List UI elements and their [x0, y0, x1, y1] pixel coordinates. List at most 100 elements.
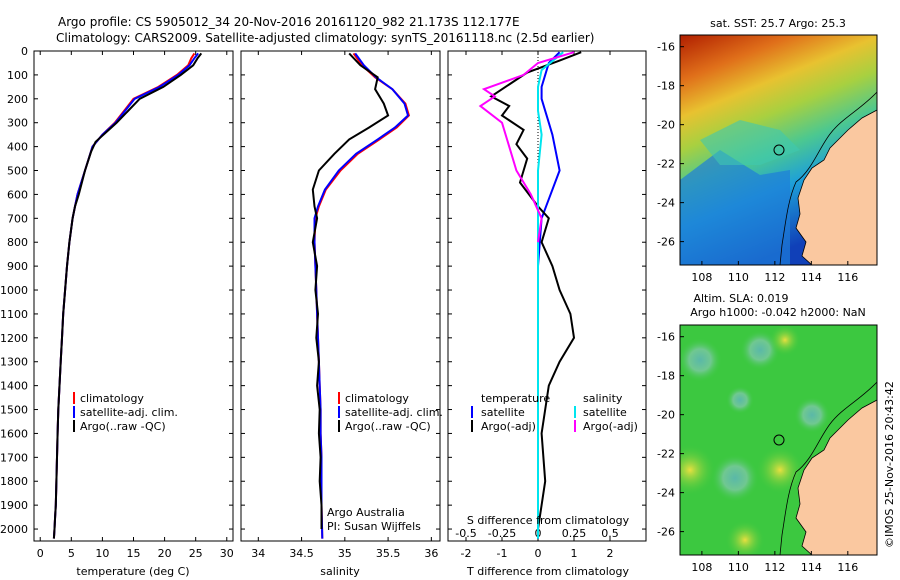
- s-tick-label: -0.25: [488, 527, 516, 540]
- sla-high-3: [725, 520, 765, 555]
- x-tick-label: 15: [127, 547, 141, 560]
- x-tick-label: 30: [220, 547, 234, 560]
- legend-satellite: satellite-adj. clim.: [80, 406, 178, 419]
- salinity-xlabel: salinity: [320, 565, 360, 578]
- sla-low-4: [794, 397, 830, 433]
- map-y-tick-label: -18: [657, 80, 675, 93]
- x-tick-label: 1: [571, 547, 578, 560]
- depth-tick-label: 800: [7, 236, 28, 249]
- map-y-tick-label: -18: [657, 370, 675, 383]
- satellite-line: [537, 51, 564, 539]
- sla-low-1: [680, 338, 722, 382]
- map-y-tick-label: -16: [657, 331, 675, 344]
- sla-low-3: [711, 454, 759, 502]
- sst-map-frame: [679, 34, 878, 266]
- depth-tick-label: 1400: [0, 380, 28, 393]
- x-tick-label: 25: [189, 547, 203, 560]
- sla-high-2: [756, 446, 804, 494]
- difference-legend: temperature salinity satellite Argo(-adj…: [471, 392, 638, 433]
- salinity-panel: [240, 50, 441, 542]
- sla-map-title: Altim. SLA: 0.019: [693, 292, 788, 305]
- x-tick-label: 0: [37, 547, 44, 560]
- map-y-tick-label: -26: [657, 236, 675, 249]
- depth-tick-label: 500: [7, 165, 28, 178]
- depth-tick-label: 1900: [0, 499, 28, 512]
- argo-raw-qc-line: [52, 52, 203, 539]
- x-tick-label: 10: [95, 547, 109, 560]
- legend-climatology: climatology: [345, 392, 409, 405]
- map-x-tick-label: 116: [837, 271, 858, 284]
- depth-tick-label: 300: [7, 117, 28, 130]
- climatology-line: [52, 52, 196, 539]
- temperature-legend: climatology satellite-adj. clim. Argo(..…: [73, 392, 178, 433]
- temperature-plot: 0 5 10 15 20 25 30: [37, 51, 234, 560]
- x-tick-label: 34.5: [289, 547, 314, 560]
- map-x-tick-label: 108: [691, 271, 712, 284]
- difference-plot: -2 -1 0 1 2-0.5 -0.25 0 0.25 0.5: [455, 51, 619, 560]
- salinity-plot: 34 34.5 35 35.5 36: [251, 51, 438, 560]
- legend-argo: Argo(..raw -QC): [80, 420, 166, 433]
- sla-map-frame: [679, 324, 878, 556]
- x-tick-label: 35.5: [376, 547, 401, 560]
- legend-climatology: climatology: [80, 392, 144, 405]
- s-diff-xlabel: S difference from climatology: [467, 514, 630, 527]
- credit-text: ©IMOS 25-Nov-2016 20:43:42: [883, 381, 896, 548]
- temperature-xlabel: temperature (deg C): [76, 565, 189, 578]
- argo-adj-line: [489, 51, 582, 530]
- depth-tick-label: 200: [7, 93, 28, 106]
- x-tick-label: 36: [424, 547, 438, 560]
- header-line-1: Argo profile: CS 5905012_34 20-Nov-2016 …: [58, 15, 520, 29]
- sla-map-axes: 108 110 112 114 116 -16 -18 -20 -22 -24 -26: [657, 331, 858, 574]
- argo-position-marker: [773, 144, 785, 156]
- salinity-legend: climatology satellite-adj. clim. Argo(..…: [327, 392, 443, 533]
- legend-t-satellite: satellite: [481, 406, 525, 419]
- depth-tick-label: 0: [21, 45, 28, 58]
- map-y-tick-label: -22: [657, 448, 675, 461]
- legend-title-salinity: salinity: [583, 392, 623, 405]
- depth-tick-label: 1800: [0, 475, 28, 488]
- annotation-argo-australia: Argo Australia: [327, 506, 405, 519]
- depth-tick-label: 2000: [0, 523, 28, 536]
- legend-t-argo: Argo(-adj): [481, 420, 536, 433]
- map-x-tick-label: 112: [764, 271, 785, 284]
- depth-tick-label: 600: [7, 188, 28, 201]
- depth-axis: 0 100 200 300 400 500 600 700 800 900 1000 1100 1200…: [0, 45, 646, 536]
- depth-tick-label: 1100: [0, 308, 28, 321]
- legend-satellite: satellite-adj. clim.: [345, 406, 443, 419]
- x-tick-label: -2: [461, 547, 472, 560]
- map-y-tick-label: -22: [657, 158, 675, 171]
- x-tick-label: 20: [158, 547, 172, 560]
- map-x-tick-label: 116: [837, 561, 858, 574]
- climatology-line: [313, 52, 411, 539]
- s-tick-label: -0.5: [455, 527, 476, 540]
- sla-low-5: [726, 386, 754, 414]
- map-y-tick-label: -24: [657, 197, 675, 210]
- land: [795, 399, 877, 555]
- depth-tick-label: 1200: [0, 332, 28, 345]
- depth-tick-label: 1700: [0, 451, 28, 464]
- coast-contour: [779, 381, 877, 555]
- x-tick-label: 0: [535, 547, 542, 560]
- argo-adj-line: [478, 51, 575, 243]
- map-y-tick-label: -20: [657, 409, 675, 422]
- legend-title-temperature: temperature: [481, 392, 550, 405]
- legend-argo: Argo(..raw -QC): [345, 420, 431, 433]
- depth-tick-label: 700: [7, 212, 28, 225]
- sla-high-4: [769, 325, 801, 356]
- argo-position-marker: [773, 434, 785, 446]
- sla-map: [680, 325, 877, 555]
- x-tick-label: 5: [68, 547, 75, 560]
- map-x-tick-label: 110: [728, 271, 749, 284]
- x-tick-label: -1: [497, 547, 508, 560]
- sst-map-axes: 108 110 112 114 116 -16 -18 -20 -22 -24 -26: [657, 41, 858, 284]
- depth-tick-label: 1000: [0, 284, 28, 297]
- satellite-line: [537, 51, 561, 539]
- header-line-2: Climatology: CARS2009. Satellite-adjuste…: [56, 31, 594, 45]
- satellite-adj-clim-line: [313, 52, 410, 539]
- map-x-tick-label: 114: [801, 271, 822, 284]
- coast-contour: [779, 91, 877, 265]
- x-tick-label: 35: [338, 547, 352, 560]
- land: [795, 109, 877, 265]
- depth-tick-label: 1300: [0, 356, 28, 369]
